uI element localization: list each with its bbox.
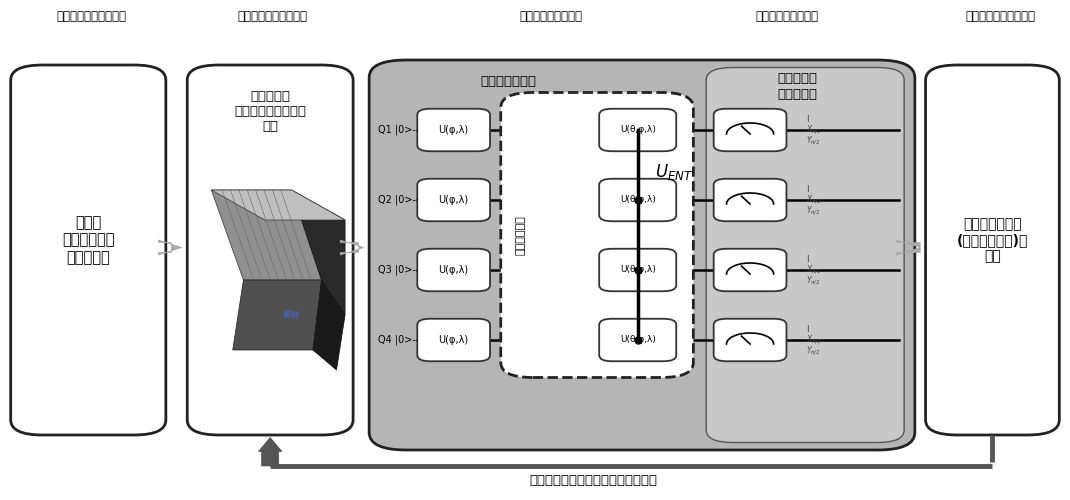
FancyBboxPatch shape [501, 92, 693, 378]
Text: 最適化の条件を満たすまで繰り返す: 最適化の条件を満たすまで繰り返す [530, 474, 658, 486]
Text: 従来のコンピューター: 従来のコンピューター [56, 10, 126, 22]
Text: 問題を
量子ビットに
マッピング: 問題を 量子ビットに マッピング [62, 215, 114, 265]
Text: I: I [806, 324, 808, 334]
Text: I: I [806, 114, 808, 124]
Text: $X_{\pi/2}$: $X_{\pi/2}$ [806, 194, 821, 206]
Text: I: I [806, 184, 808, 194]
Text: $Y_{\pi/2}$: $Y_{\pi/2}$ [806, 134, 820, 147]
FancyBboxPatch shape [417, 109, 490, 151]
Polygon shape [259, 438, 282, 466]
FancyBboxPatch shape [599, 109, 676, 151]
FancyBboxPatch shape [599, 319, 676, 361]
FancyBboxPatch shape [417, 179, 490, 221]
Text: 従来のコンピューター: 従来のコンピューター [965, 10, 1036, 22]
Text: 量子コンピューター: 量子コンピューター [520, 10, 582, 22]
Text: U(φ,λ): U(φ,λ) [439, 125, 469, 135]
Text: 量子状態の特性
(エネルギー等)を
計算: 量子状態の特性 (エネルギー等)を 計算 [957, 217, 1028, 263]
Text: 量子状態の
測定と推定: 量子状態の 測定と推定 [777, 72, 817, 101]
Text: I: I [806, 254, 808, 264]
Text: 量子状態の生成: 量子状態の生成 [480, 75, 536, 88]
Text: U(φ,λ): U(φ,λ) [439, 265, 469, 275]
Text: Q2 |0>-: Q2 |0>- [378, 194, 416, 205]
Text: $X_{\pi/2}$: $X_{\pi/2}$ [806, 334, 821, 346]
Polygon shape [897, 240, 920, 255]
Polygon shape [158, 240, 182, 255]
Polygon shape [292, 190, 345, 315]
Polygon shape [212, 190, 321, 280]
Text: Q3 |0>-: Q3 |0>- [378, 265, 415, 275]
Text: 量子回路と
そのパラメーターを
生成: 量子回路と そのパラメーターを 生成 [234, 90, 306, 133]
Text: 量子もつれ化: 量子もつれ化 [515, 215, 525, 255]
Text: 従来のコンピューター: 従来のコンピューター [238, 10, 308, 22]
FancyBboxPatch shape [369, 60, 915, 450]
FancyBboxPatch shape [417, 248, 490, 291]
Text: Q1 |0>-: Q1 |0>- [378, 124, 415, 135]
Text: $Y_{\pi/2}$: $Y_{\pi/2}$ [806, 204, 820, 218]
Polygon shape [340, 240, 364, 255]
FancyBboxPatch shape [706, 68, 904, 442]
Text: $X_{\pi/2}$: $X_{\pi/2}$ [806, 124, 821, 136]
Text: U(φ,λ): U(φ,λ) [439, 335, 469, 345]
Text: U(θ,φ,λ): U(θ,φ,λ) [620, 196, 656, 204]
Text: IBM: IBM [284, 310, 300, 320]
Text: $X_{\pi/2}$: $X_{\pi/2}$ [806, 264, 821, 276]
FancyBboxPatch shape [714, 179, 786, 221]
Text: U(θ,φ,λ): U(θ,φ,λ) [620, 126, 656, 134]
FancyBboxPatch shape [417, 319, 490, 361]
Text: $U_{ENT}$: $U_{ENT}$ [655, 162, 693, 182]
Text: U(θ,φ,λ): U(θ,φ,λ) [620, 336, 656, 344]
Text: Q4 |0>-: Q4 |0>- [378, 335, 415, 345]
Text: $Y_{\pi/2}$: $Y_{\pi/2}$ [806, 274, 820, 287]
FancyBboxPatch shape [714, 248, 786, 291]
FancyBboxPatch shape [187, 65, 353, 435]
FancyBboxPatch shape [11, 65, 166, 435]
FancyBboxPatch shape [714, 109, 786, 151]
Polygon shape [233, 280, 321, 350]
Polygon shape [212, 190, 345, 220]
Polygon shape [312, 280, 345, 370]
FancyBboxPatch shape [599, 248, 676, 291]
Text: U(φ,λ): U(φ,λ) [439, 195, 469, 205]
Text: $Y_{\pi/2}$: $Y_{\pi/2}$ [806, 344, 820, 358]
FancyBboxPatch shape [599, 179, 676, 221]
FancyBboxPatch shape [714, 319, 786, 361]
Text: U(θ,φ,λ): U(θ,φ,λ) [620, 266, 656, 274]
FancyBboxPatch shape [926, 65, 1059, 435]
Text: 量子コンピューター: 量子コンピューター [755, 10, 817, 22]
